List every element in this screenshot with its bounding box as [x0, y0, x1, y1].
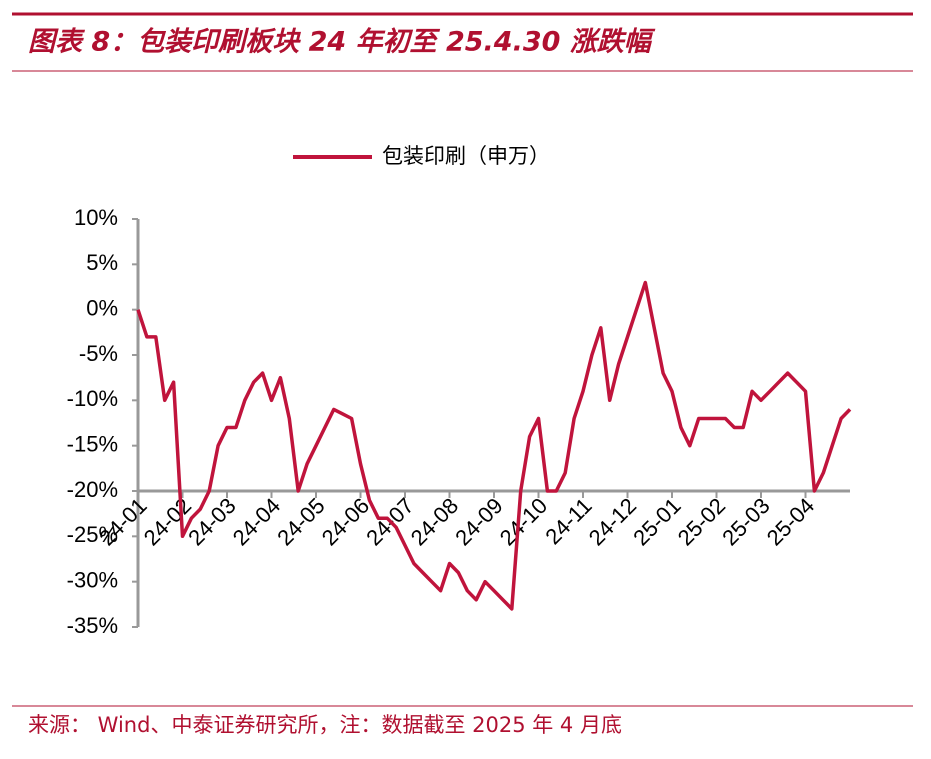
x-tick-label: 25-02 [673, 493, 730, 550]
x-tick-label: 24-02 [139, 493, 196, 550]
x-tick-label: 25-01 [628, 493, 685, 550]
x-tick-label: 25-04 [762, 493, 819, 550]
y-tick-label: -35% [67, 613, 118, 638]
y-tick-label: -5% [79, 341, 118, 366]
y-tick-label: -20% [67, 477, 118, 502]
y-tick-label: -10% [67, 386, 118, 411]
x-tick-label: 24-03 [183, 493, 240, 550]
x-tick-label: 24-04 [228, 493, 285, 550]
y-tick-label: 5% [86, 250, 118, 275]
x-tick-label: 24-06 [317, 493, 374, 550]
x-tick-label: 24-05 [272, 493, 329, 550]
x-tick-label: 24-09 [450, 493, 507, 550]
y-tick-label: -15% [67, 431, 118, 456]
footer-source: 来源： Wind、中泰证券研究所，注：数据截至 2025 年 4 月底 [28, 713, 622, 737]
x-tick-label: 24-08 [406, 493, 463, 550]
x-tick-label: 25-03 [717, 493, 774, 550]
series-line [136, 280, 852, 611]
x-tick-label: 24-11 [540, 493, 596, 549]
y-tick-label: 0% [86, 295, 118, 320]
x-tick-label: 24-10 [495, 493, 552, 550]
x-tick-label: 24-12 [584, 493, 641, 550]
y-tick-label: -25% [67, 522, 118, 547]
y-tick-label: -30% [67, 567, 118, 592]
title: 图表 8：包装印刷板块 24 年初至 25.4.30 涨跌幅 [28, 27, 656, 58]
y-tick-label: 10% [74, 205, 118, 230]
legend-label: 包装印刷（申万） [382, 144, 550, 168]
